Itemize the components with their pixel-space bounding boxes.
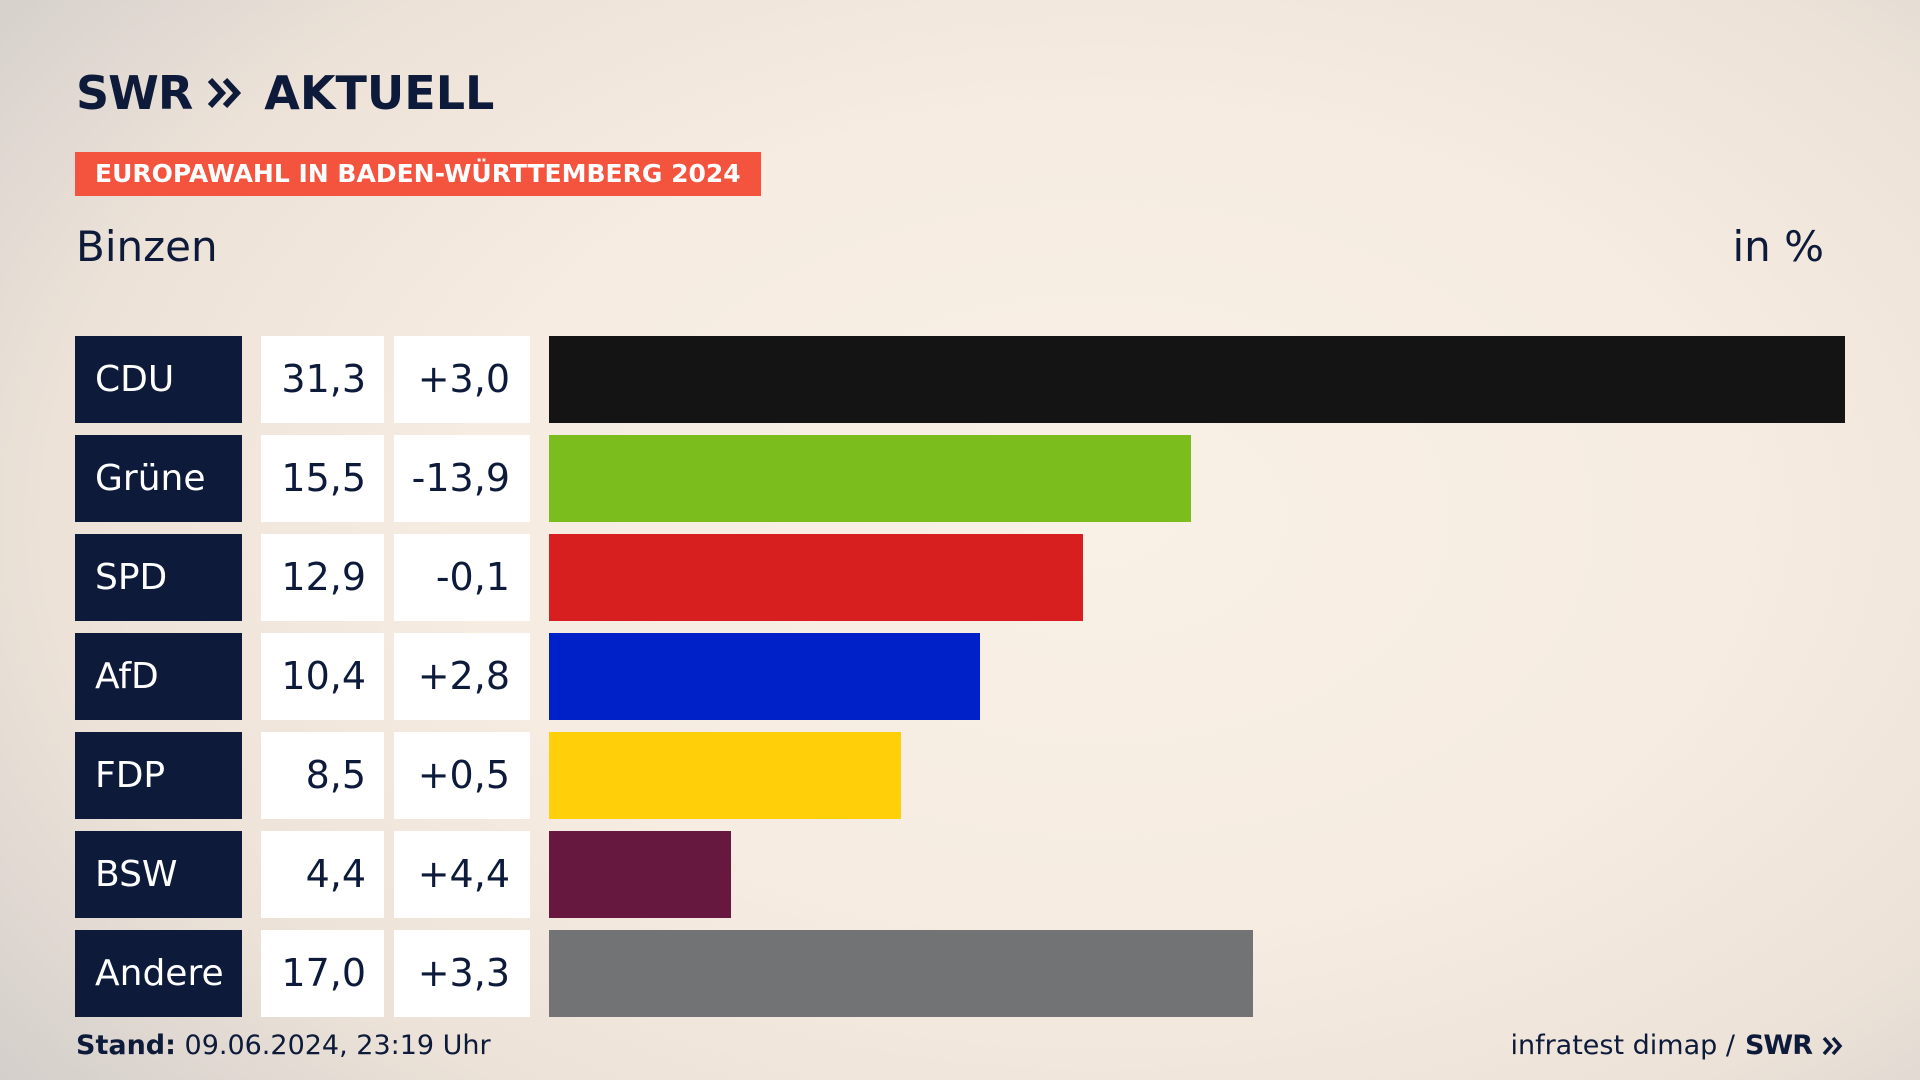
result-row: FDP 8,5 +0,5 <box>75 732 1845 819</box>
change-label: +2,8 <box>394 633 530 720</box>
footer-double-chevron-icon <box>1822 1036 1843 1055</box>
change-label: +3,0 <box>394 336 530 423</box>
vote-share-label: 15,5 <box>261 435 384 522</box>
result-row: Grüne 15,5 -13,9 <box>75 435 1845 522</box>
swr-aktuell-logo: SWR AKTUELL <box>76 66 494 120</box>
unit-label: in % <box>1732 222 1824 271</box>
result-bar <box>549 633 980 720</box>
party-label: SPD <box>75 534 242 621</box>
election-banner: EUROPAWAHL IN BADEN-WÜRTTEMBERG 2024 <box>75 152 761 196</box>
result-row: CDU 31,3 +3,0 <box>75 336 1845 423</box>
double-chevron-icon <box>208 77 242 109</box>
source-text: infratest dimap / <box>1510 1030 1735 1061</box>
change-label: -0,1 <box>394 534 530 621</box>
vote-share-label: 31,3 <box>261 336 384 423</box>
result-row: Andere 17,0 +3,3 <box>75 930 1845 1017</box>
result-row: SPD 12,9 -0,1 <box>75 534 1845 621</box>
party-label: Grüne <box>75 435 242 522</box>
party-label: AfD <box>75 633 242 720</box>
party-label: FDP <box>75 732 242 819</box>
result-bar <box>549 534 1083 621</box>
result-bar <box>549 831 731 918</box>
stand-value: 09.06.2024, 23:19 Uhr <box>184 1030 491 1061</box>
vote-share-label: 17,0 <box>261 930 384 1017</box>
footer-swr-logo: SWR <box>1744 1030 1813 1061</box>
vote-share-label: 4,4 <box>261 831 384 918</box>
footer-stand: Stand: 09.06.2024, 23:19 Uhr <box>76 1030 491 1061</box>
result-bar <box>549 435 1191 522</box>
result-row: AfD 10,4 +2,8 <box>75 633 1845 720</box>
vote-share-label: 8,5 <box>261 732 384 819</box>
result-bar <box>549 336 1845 423</box>
logo-product-text: AKTUELL <box>264 66 495 120</box>
party-label: BSW <box>75 831 242 918</box>
change-label: +4,4 <box>394 831 530 918</box>
result-bar <box>549 930 1253 1017</box>
party-label: Andere <box>75 930 242 1017</box>
vote-share-label: 10,4 <box>261 633 384 720</box>
party-label: CDU <box>75 336 242 423</box>
change-label: -13,9 <box>394 435 530 522</box>
place-title: Binzen <box>76 222 218 271</box>
result-row: BSW 4,4 +4,4 <box>75 831 1845 918</box>
result-bar <box>549 732 901 819</box>
vote-share-label: 12,9 <box>261 534 384 621</box>
change-label: +3,3 <box>394 930 530 1017</box>
footer-source: infratest dimap / SWR <box>1510 1030 1844 1061</box>
logo-swr-text: SWR <box>76 66 193 120</box>
stand-label: Stand: <box>76 1030 176 1061</box>
change-label: +0,5 <box>394 732 530 819</box>
